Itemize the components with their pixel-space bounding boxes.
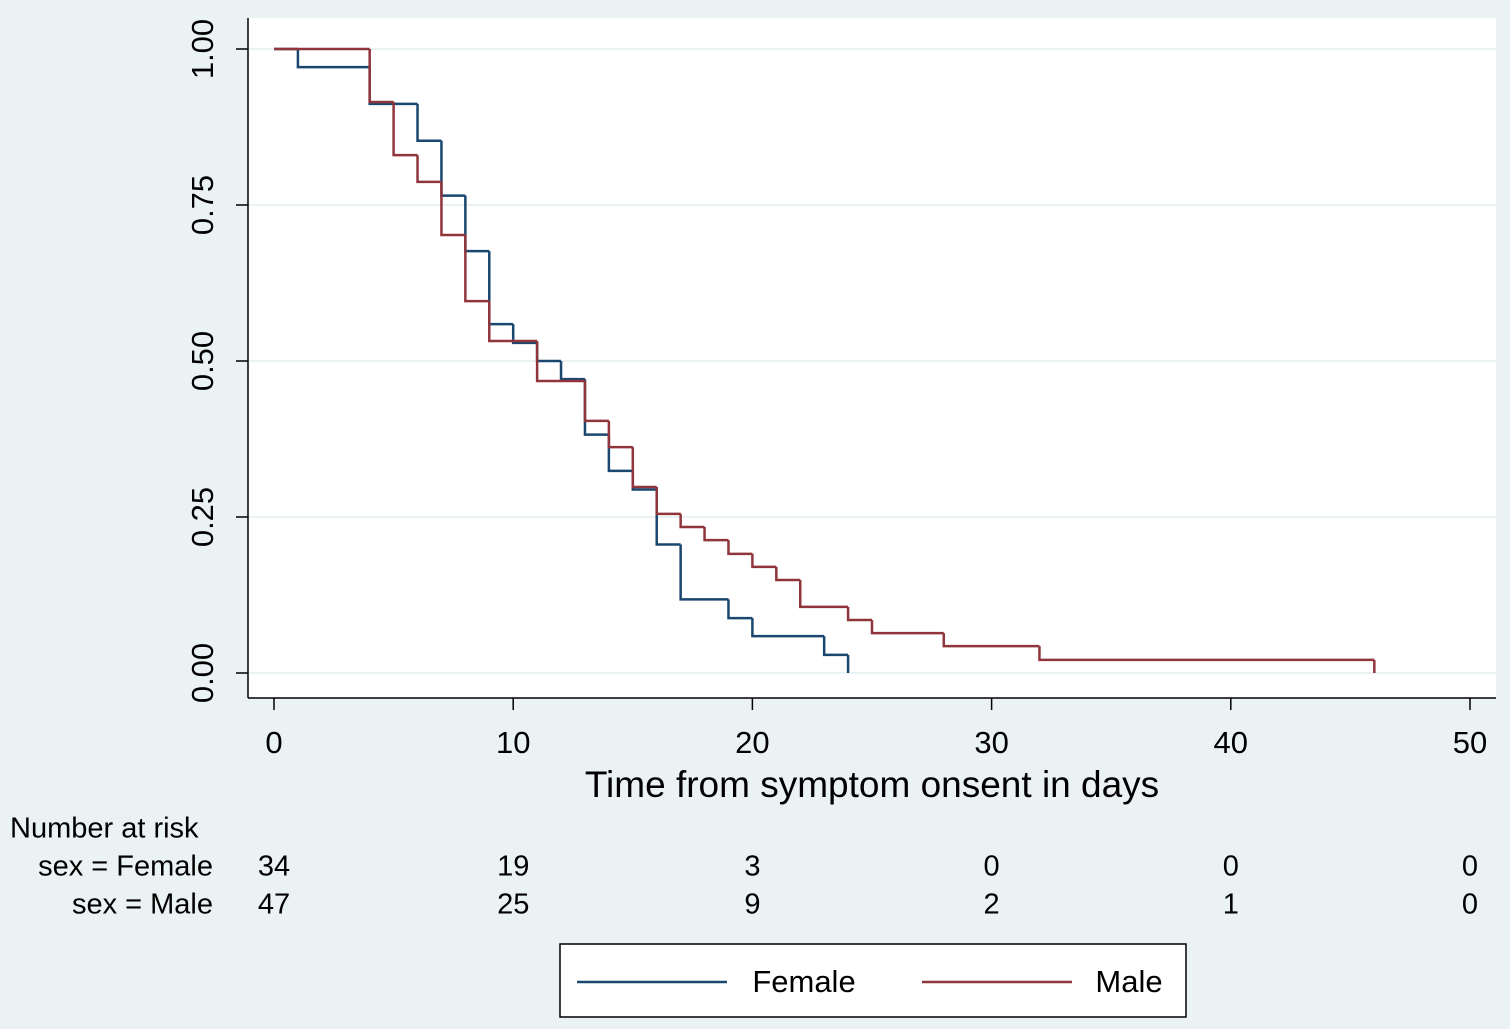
y-tick-label: 0.25 — [185, 487, 220, 547]
survival-step — [368, 49, 394, 104]
survival-step — [846, 606, 872, 622]
survival-step — [942, 633, 1040, 648]
risk-value: 9 — [744, 889, 760, 921]
risk-value: 25 — [497, 889, 529, 921]
risk-value: 0 — [1462, 851, 1478, 883]
risk-value: 0 — [1223, 851, 1239, 883]
risk-value: 1 — [1223, 889, 1239, 921]
x-tick-label: 20 — [735, 725, 769, 760]
survival-step — [488, 301, 538, 343]
survival-step — [1038, 646, 1375, 662]
x-axis-title: Time from symptom onsent in days — [585, 764, 1159, 805]
risk-value: 3 — [744, 851, 760, 883]
survival-step — [631, 447, 657, 489]
x-tick-label: 10 — [496, 725, 530, 760]
x-tick-label: 40 — [1214, 725, 1248, 760]
risk-value: 0 — [1462, 889, 1478, 921]
x-tick-label: 30 — [974, 725, 1008, 760]
survival-step — [440, 181, 466, 237]
risk-value: 2 — [984, 889, 1000, 921]
survival-step — [798, 580, 849, 609]
survival-step — [822, 636, 849, 657]
risk-value: 19 — [497, 851, 529, 883]
legend-label: Female — [752, 964, 855, 999]
risk-title: Number at risk — [10, 813, 199, 845]
x-tick-label: 50 — [1453, 725, 1487, 760]
survival-step — [392, 102, 418, 157]
survival-step — [679, 513, 705, 529]
survival-step — [583, 380, 609, 423]
y-tick-label: 1.00 — [185, 19, 220, 79]
survival-step — [870, 619, 944, 635]
survival-step — [679, 544, 729, 601]
risk-row-label: sex = Male — [72, 889, 213, 921]
survival-step — [775, 566, 801, 582]
survival-step — [751, 553, 777, 569]
survival-step — [655, 487, 681, 516]
survival-step — [511, 324, 538, 345]
y-tick-label: 0.00 — [185, 643, 220, 703]
legend-label: Male — [1095, 964, 1162, 999]
survival-step — [535, 341, 585, 383]
survival-step — [464, 234, 490, 303]
risk-value: 47 — [258, 889, 290, 921]
risk-row-label: sex = Female — [38, 851, 213, 883]
survival-step — [296, 49, 370, 69]
survival-step — [416, 155, 442, 184]
survival-step — [416, 103, 442, 142]
survival-step — [751, 618, 825, 638]
survival-step — [727, 599, 753, 620]
risk-value: 0 — [984, 851, 1000, 883]
y-tick-label: 0.75 — [185, 175, 220, 235]
survival-step — [727, 540, 753, 556]
plot-area — [248, 18, 1496, 698]
survival-step — [559, 361, 585, 381]
y-tick-label: 0.50 — [185, 331, 220, 391]
survival-step — [607, 420, 633, 449]
survival-step — [703, 526, 729, 542]
x-tick-label: 0 — [265, 725, 282, 760]
risk-value: 34 — [258, 851, 290, 883]
legend-box — [559, 943, 1187, 1018]
